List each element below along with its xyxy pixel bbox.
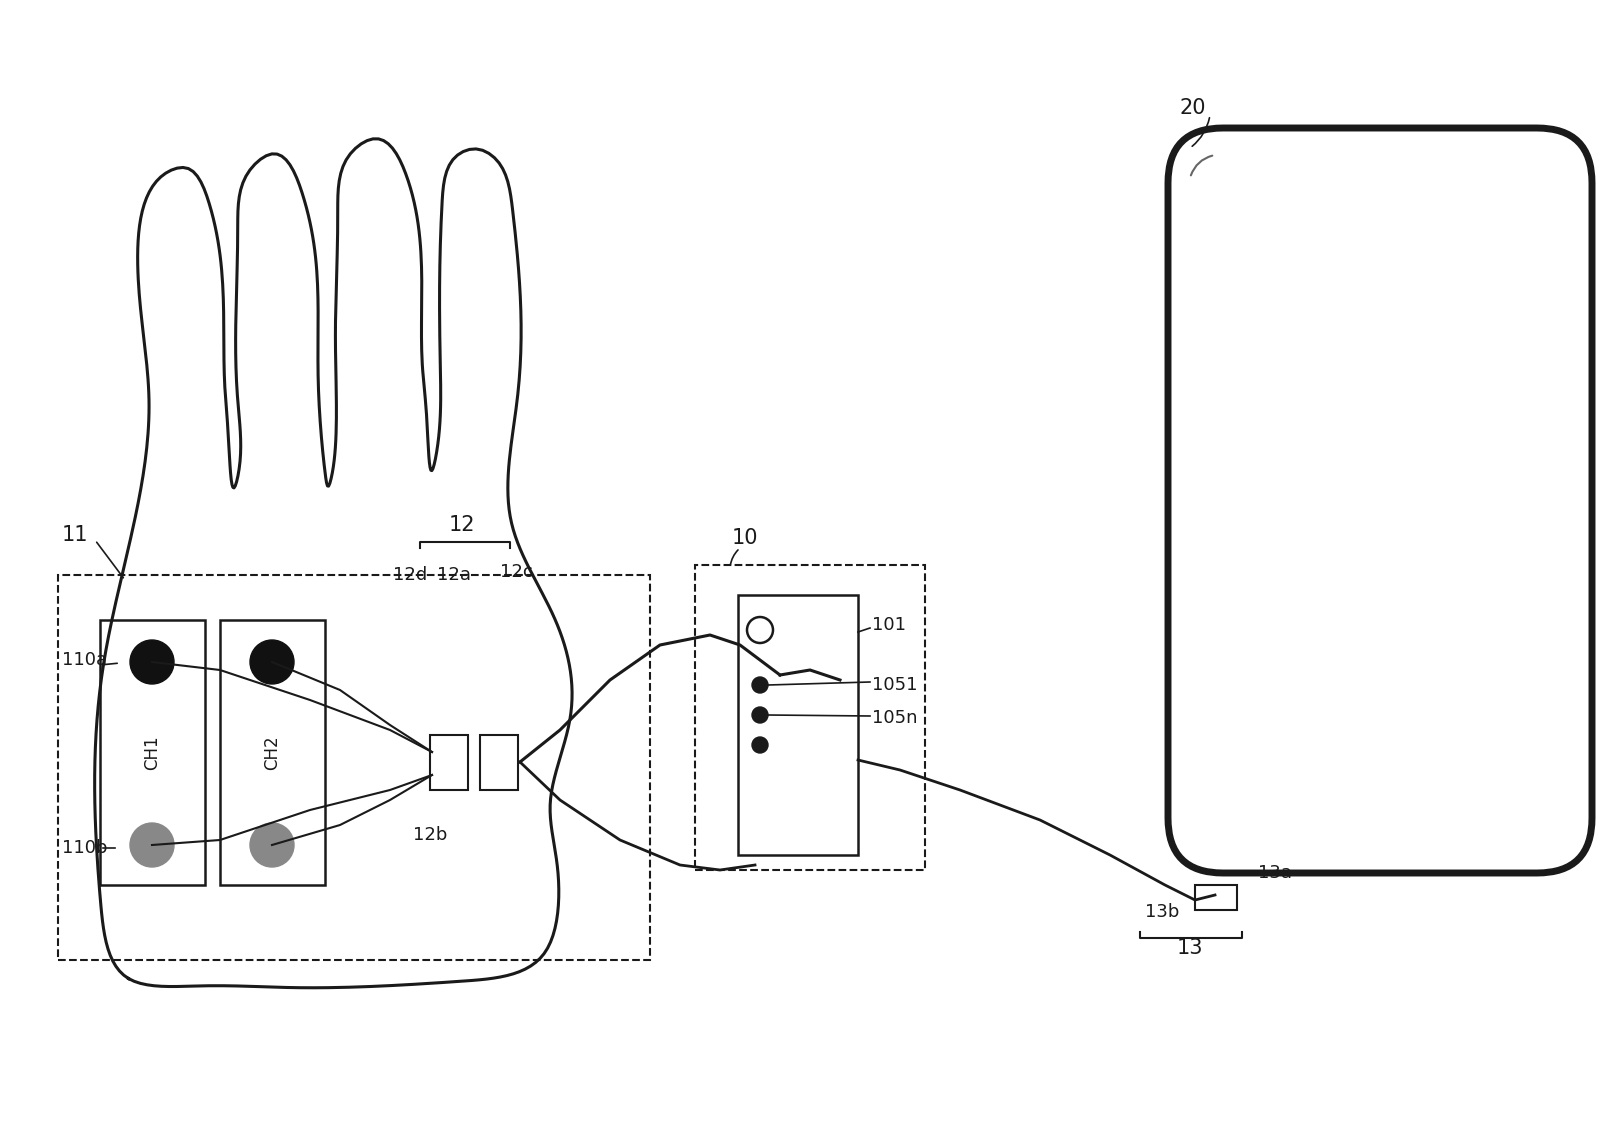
Text: 110b: 110b xyxy=(61,839,108,857)
Circle shape xyxy=(131,640,174,684)
Text: 12b: 12b xyxy=(413,826,447,844)
Bar xyxy=(58,575,650,960)
Text: 20: 20 xyxy=(1180,98,1206,118)
Text: 101: 101 xyxy=(872,616,905,634)
Text: CH2: CH2 xyxy=(263,735,281,770)
Text: 1051: 1051 xyxy=(872,676,917,693)
Text: 13b: 13b xyxy=(1144,903,1180,920)
Circle shape xyxy=(747,617,773,644)
FancyBboxPatch shape xyxy=(1169,128,1591,873)
Bar xyxy=(479,735,518,790)
Circle shape xyxy=(250,823,294,867)
Text: 105n: 105n xyxy=(872,709,917,728)
Text: 10: 10 xyxy=(731,528,759,548)
Bar xyxy=(738,595,859,855)
Circle shape xyxy=(131,823,174,867)
Circle shape xyxy=(752,707,768,723)
Text: 13a: 13a xyxy=(1257,864,1291,882)
Text: 110a: 110a xyxy=(61,651,107,669)
Text: 11: 11 xyxy=(61,526,89,545)
Text: 13: 13 xyxy=(1177,938,1204,958)
Text: 12: 12 xyxy=(449,515,475,535)
Circle shape xyxy=(752,737,768,753)
Bar xyxy=(429,735,468,790)
Text: 12a: 12a xyxy=(437,566,471,585)
Circle shape xyxy=(250,640,294,684)
Circle shape xyxy=(752,676,768,693)
Bar xyxy=(696,565,925,871)
Bar xyxy=(100,620,205,885)
Text: CH1: CH1 xyxy=(144,735,161,770)
Bar xyxy=(1194,885,1236,910)
Text: 12d: 12d xyxy=(392,566,428,585)
Bar xyxy=(220,620,324,885)
Text: 12c: 12c xyxy=(500,563,533,581)
